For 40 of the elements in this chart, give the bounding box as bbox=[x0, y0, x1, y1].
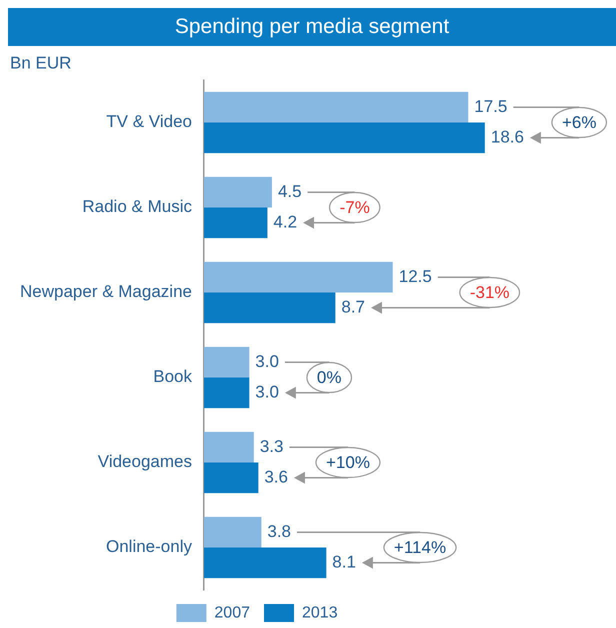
data-label: 3.3 bbox=[260, 436, 284, 456]
legend-label: 2007 bbox=[214, 604, 250, 622]
annotation: +10% bbox=[326, 453, 370, 472]
y-tick-label: Book bbox=[153, 367, 192, 386]
annotation: +114% bbox=[394, 538, 446, 558]
y-tick-label: Videogames bbox=[98, 452, 192, 472]
y-tick-label: Online-only bbox=[106, 537, 192, 556]
x-axis-title: Bn EUR bbox=[10, 54, 72, 73]
annotation: -7% bbox=[340, 198, 370, 218]
data-label: 3.8 bbox=[267, 522, 292, 541]
annotation: -31% bbox=[470, 283, 510, 302]
data-label: 3.0 bbox=[255, 382, 279, 402]
bar bbox=[204, 346, 250, 378]
y-tick-label: Newpaper & Magazine bbox=[20, 282, 192, 302]
bar bbox=[204, 208, 268, 238]
bar bbox=[204, 122, 485, 154]
bar bbox=[204, 462, 258, 494]
chart-title: Spending per media segment bbox=[8, 8, 616, 46]
y-tick-label: TV & Video bbox=[106, 112, 192, 132]
data-label: 4.2 bbox=[273, 212, 298, 232]
data-label: 3.6 bbox=[264, 467, 288, 486]
bar bbox=[204, 516, 262, 548]
bar bbox=[204, 176, 272, 208]
data-label: 3.0 bbox=[255, 352, 279, 371]
bar bbox=[204, 432, 254, 462]
data-label: 18.6 bbox=[490, 127, 524, 146]
data-label: 17.5 bbox=[474, 96, 508, 116]
annotation: 0% bbox=[316, 368, 342, 388]
bar bbox=[204, 378, 250, 408]
data-label: 4.5 bbox=[278, 182, 302, 201]
bar bbox=[204, 548, 326, 578]
bar bbox=[204, 92, 468, 122]
data-label: 12.5 bbox=[398, 266, 432, 286]
bar bbox=[204, 292, 336, 324]
data-label: 8.1 bbox=[332, 552, 356, 572]
bar bbox=[204, 262, 393, 292]
y-tick-label: Radio & Music bbox=[82, 197, 192, 216]
text: +6% bbox=[562, 113, 596, 132]
legend-label: 2013 bbox=[302, 604, 338, 622]
data-label: 8.7 bbox=[341, 297, 365, 316]
